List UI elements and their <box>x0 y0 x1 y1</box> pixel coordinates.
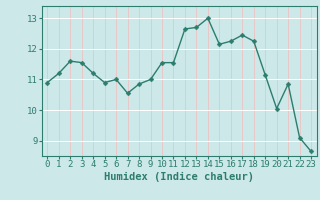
X-axis label: Humidex (Indice chaleur): Humidex (Indice chaleur) <box>104 172 254 182</box>
